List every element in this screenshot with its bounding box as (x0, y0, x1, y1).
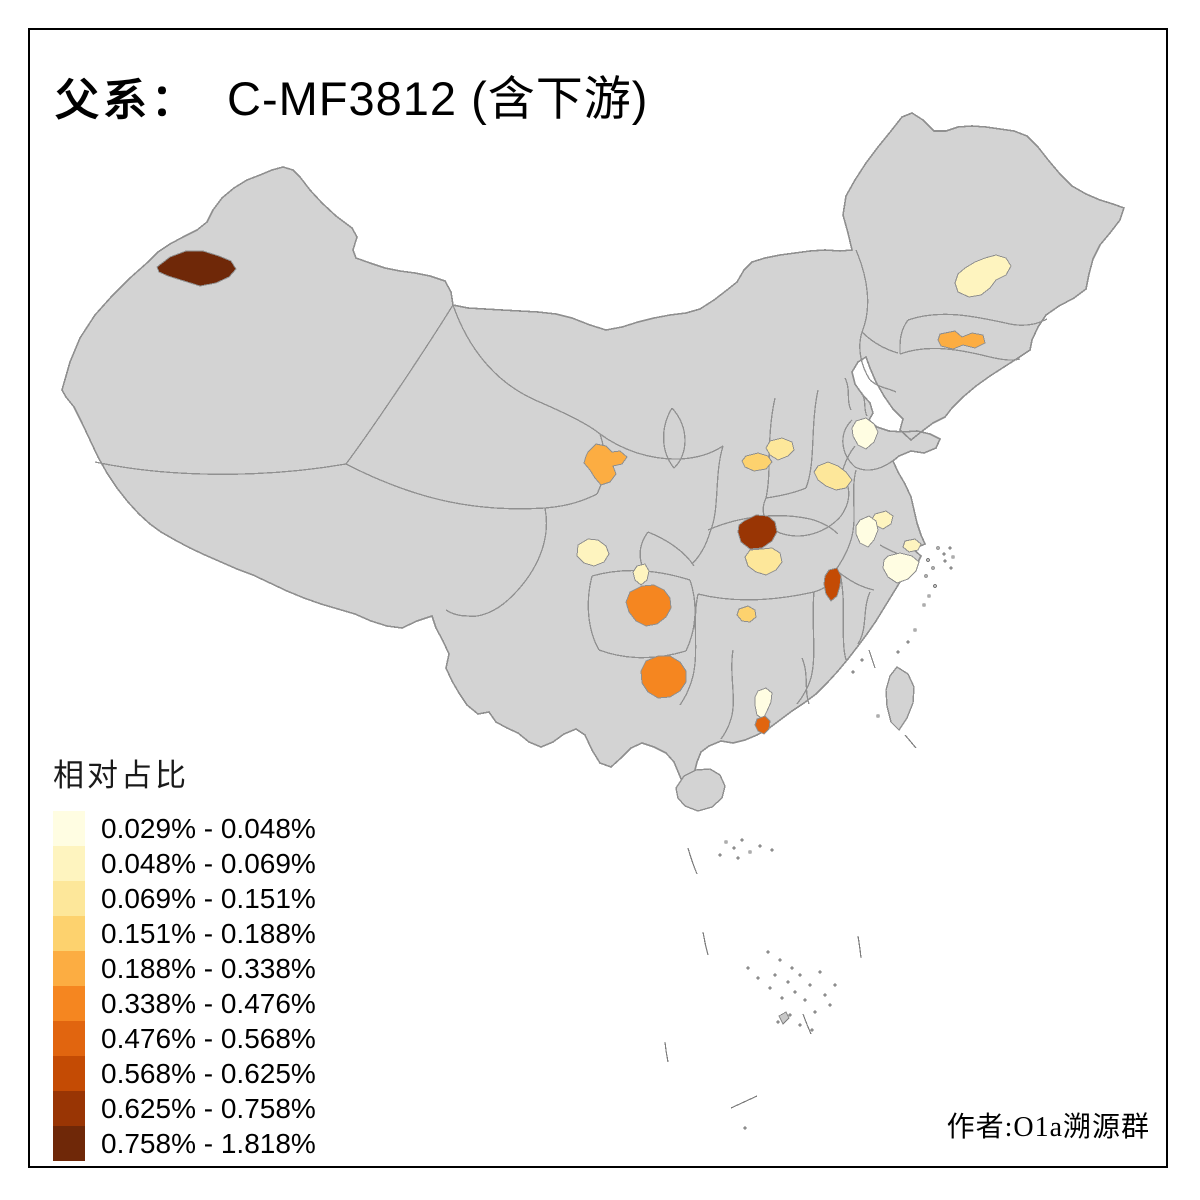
island-dots (718, 546, 955, 1130)
legend-label: 0.758% - 1.818% (101, 1127, 316, 1159)
legend-label: 0.069% - 0.151% (101, 882, 316, 914)
legend-swatch (53, 1056, 85, 1091)
legend-item: 0.069% - 0.151% (53, 881, 316, 916)
legend-item: 0.048% - 0.069% (53, 846, 316, 881)
legend-label: 0.625% - 0.758% (101, 1092, 316, 1124)
legend-item: 0.476% - 0.568% (53, 1021, 316, 1056)
region-henan-central (813, 461, 853, 491)
taiwan-island (885, 666, 915, 732)
region-gansu-lanzhou (583, 443, 628, 486)
legend-swatch (53, 1126, 85, 1161)
province-borders (94, 249, 1048, 740)
hainan-island (675, 768, 726, 812)
region-shaanxi-west (741, 452, 773, 472)
legend-swatch (53, 951, 85, 986)
legend-label: 0.568% - 0.625% (101, 1057, 316, 1089)
legend-label: 0.338% - 0.476% (101, 987, 316, 1019)
legend-swatch (53, 811, 85, 846)
legend-swatch (53, 986, 85, 1021)
legend-label: 0.048% - 0.069% (101, 847, 316, 879)
legend-swatch (53, 1021, 85, 1056)
legend-swatch (53, 881, 85, 916)
legend-item: 0.568% - 0.625% (53, 1056, 316, 1091)
region-zhejiang-hangzhou (882, 552, 920, 584)
legend-title: 相对占比 (53, 758, 189, 793)
region-shandong-jinan (851, 417, 879, 450)
legend-item: 0.338% - 0.476% (53, 986, 316, 1021)
region-heilongjiang-harbin (954, 254, 1012, 298)
legend-label: 0.188% - 0.338% (101, 952, 316, 984)
region-guangxi-hechi (640, 655, 687, 699)
region-nw-xinjiang-ili (156, 250, 237, 287)
sea-dash-lines (664, 649, 917, 1109)
title-main: C-MF3812 (含下游) (227, 72, 649, 125)
region-guizhou-guiyang (625, 584, 672, 627)
legend-swatch (53, 1091, 85, 1126)
legend-label: 0.029% - 0.048% (101, 812, 316, 844)
legend-swatch (53, 916, 85, 951)
region-jiangsu-nanjing (855, 515, 879, 548)
legend-item: 0.758% - 1.818% (53, 1126, 316, 1161)
region-liaoning-shenyang (937, 330, 986, 350)
attribution: 作者:O1a溯源群 (946, 1112, 1150, 1143)
choropleth-regions (156, 250, 1012, 735)
region-guangdong-jiangmen (754, 715, 771, 735)
page-title: 父系： C-MF3812 (含下游) (55, 60, 648, 129)
legend-items: 0.029% - 0.048% 0.048% - 0.069% 0.069% - 0… (53, 811, 316, 1161)
region-sichuan-chengdu (576, 538, 610, 567)
title-prefix: 父系： (55, 76, 199, 125)
legend-item: 0.625% - 0.758% (53, 1091, 316, 1126)
legend-item: 0.029% - 0.048% (53, 811, 316, 846)
legend-label: 0.151% - 0.188% (101, 917, 316, 949)
region-guangdong-qingyuan (754, 687, 773, 720)
legend-swatch (53, 846, 85, 881)
region-shaanxi-north (765, 437, 795, 461)
legend-item: 0.188% - 0.338% (53, 951, 316, 986)
legend-label: 0.476% - 0.568% (101, 1022, 316, 1054)
legend: 相对占比 0.029% - 0.048% 0.048% - 0.069% 0.069… (53, 750, 316, 1161)
region-hunan-small (736, 605, 757, 623)
region-shanghai-suzhou (902, 538, 922, 553)
legend-item: 0.151% - 0.188% (53, 916, 316, 951)
region-chongqing-small (632, 563, 650, 586)
region-hubei-xiangyang (737, 514, 778, 550)
region-anhui-anqing (823, 567, 842, 602)
region-hubei-jingzhou (744, 547, 783, 576)
